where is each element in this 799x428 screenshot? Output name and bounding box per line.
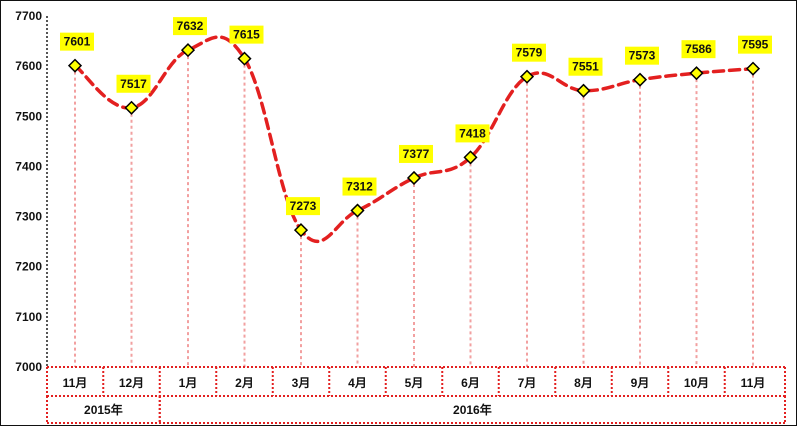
x-tick-label: 11月 <box>741 376 766 390</box>
data-point-marker <box>293 223 309 238</box>
data-label: 7595 <box>742 38 769 52</box>
data-point-marker <box>689 66 704 81</box>
y-tick-label: 7600 <box>15 59 42 73</box>
data-point-marker <box>124 100 139 115</box>
y-tick-label: 7400 <box>15 159 42 173</box>
data-labels: 7601 7517 7632 7615 7273 7312 7377 7418 7579 7551… <box>60 17 772 216</box>
data-point-marker <box>463 150 478 165</box>
data-label-background <box>116 74 151 93</box>
data-label-background <box>60 32 94 51</box>
x-tick-label: 10月 <box>684 376 709 390</box>
data-label: 7517 <box>120 77 147 91</box>
y-tick-label: 7000 <box>15 360 42 374</box>
data-label: 7586 <box>685 42 712 56</box>
data-point-marker <box>576 83 591 98</box>
x-group-label: 2015年 <box>84 402 123 417</box>
data-label-background <box>229 25 264 44</box>
y-tick-label: 7100 <box>15 310 42 324</box>
data-point-marker <box>237 51 252 66</box>
x-group-label: 2016年 <box>453 402 492 417</box>
data-label: 7418 <box>459 126 486 140</box>
x-tick-label: 1月 <box>179 376 198 390</box>
data-label-background <box>342 177 377 196</box>
x-tick-label: 3月 <box>292 376 311 390</box>
data-point-marker <box>745 61 761 76</box>
data-label-background <box>738 35 772 54</box>
x-tick-label: 2月 <box>235 376 254 390</box>
x-tick-label: 5月 <box>405 376 424 390</box>
data-label-background <box>625 46 659 65</box>
data-label-background <box>399 144 433 163</box>
data-label: 7312 <box>346 180 373 194</box>
data-label: 7377 <box>403 147 430 161</box>
x-tick-label: 8月 <box>574 376 593 390</box>
x-tick-label: 6月 <box>461 376 480 390</box>
data-point-marker <box>519 69 535 84</box>
data-label: 7273 <box>290 199 317 213</box>
data-label: 7551 <box>572 60 599 74</box>
data-label-background <box>512 43 546 62</box>
y-axis: 7000 7100 7200 7300 7400 7500 7600 7700 <box>15 9 48 374</box>
y-tick-label: 7700 <box>15 9 42 23</box>
x-tick-label: 7月 <box>518 376 537 390</box>
data-label-background <box>173 17 207 36</box>
data-label: 7579 <box>516 46 543 60</box>
y-tick-label: 7200 <box>15 260 42 274</box>
data-point-marker <box>632 72 648 87</box>
droplines <box>74 50 754 367</box>
data-label: 7615 <box>233 28 260 42</box>
x-tick-label: 4月 <box>348 376 367 390</box>
data-label-background <box>455 124 490 143</box>
x-tick-label: 9月 <box>631 376 650 390</box>
data-label: 7573 <box>629 49 656 63</box>
x-axis: 11月 12月 1月 2月 3月 4月 5月 6月 7月 8月 9月 10月 11月 2015年 2016年 <box>46 366 786 424</box>
data-point-marker <box>180 43 196 58</box>
data-point-marker <box>406 170 422 186</box>
data-label: 7632 <box>177 19 204 33</box>
y-tick-label: 7500 <box>15 109 42 123</box>
data-label-background <box>568 57 603 76</box>
x-tick-label: 12月 <box>119 376 144 390</box>
data-point-marker <box>350 203 365 218</box>
y-tick-label: 7300 <box>15 210 42 224</box>
x-tick-label: 11月 <box>63 376 88 390</box>
data-markers <box>67 43 761 238</box>
data-label-background <box>286 197 320 216</box>
data-point-marker <box>67 58 83 73</box>
data-label: 7601 <box>64 35 91 49</box>
data-label-background <box>681 40 716 59</box>
